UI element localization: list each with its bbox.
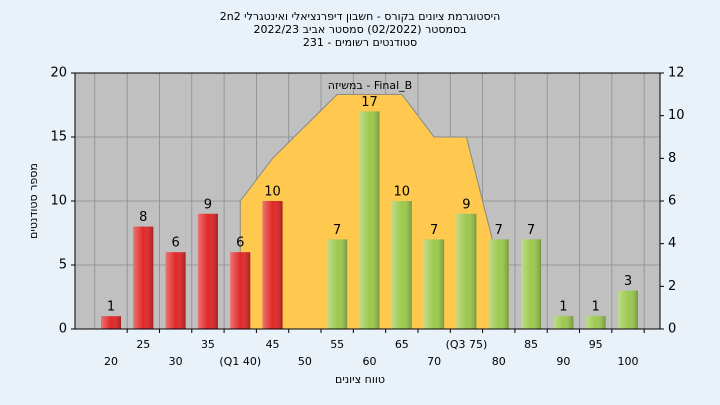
x-tick-label: 65 [395, 338, 409, 351]
chart-subtitle: סטודנטים רשומים - 231 [303, 36, 417, 49]
bar-shade [618, 290, 638, 329]
y2-tick-label: 10 [668, 108, 685, 123]
x-tick-label: 70 [427, 355, 441, 368]
data-label: 1 [559, 300, 567, 315]
bar-shade [521, 239, 542, 329]
y2-tick-label: 8 [668, 151, 676, 166]
y-tick-label: 0 [59, 322, 67, 337]
x-tick-label: 85 [524, 338, 538, 351]
bar-shade [359, 111, 380, 330]
x-tick-label: 95 [589, 338, 603, 351]
data-label: 10 [394, 185, 411, 200]
y-tick-label: 20 [50, 66, 67, 81]
data-label: 7 [430, 223, 438, 238]
bar-shade [327, 239, 348, 329]
bar-shade [585, 316, 606, 329]
x-tick-label: 30 [169, 355, 183, 368]
y-tick-label: 10 [50, 194, 67, 209]
y-tick-label: 5 [59, 258, 67, 273]
bar-shade [553, 316, 574, 329]
y-axis-label: מספר סטודנטים [27, 163, 40, 239]
x-tick-label: 55 [330, 338, 344, 351]
data-label: 1 [592, 300, 600, 315]
x-tick-label: (Q1 40) [219, 355, 261, 368]
bar-shade [488, 239, 509, 329]
x-axis-label: טווח ציונים [335, 373, 385, 386]
bar-shade [230, 252, 251, 329]
data-label: 7 [495, 223, 503, 238]
data-label: 6 [171, 236, 179, 251]
annotation: Final_B - במשיזה [328, 79, 412, 92]
data-label: 3 [624, 274, 632, 289]
y2-tick-label: 12 [668, 66, 685, 81]
data-label: 10 [264, 185, 281, 200]
bar-shade [391, 201, 412, 329]
y2-tick-label: 4 [668, 236, 676, 251]
x-tick-label: 60 [363, 355, 377, 368]
x-tick-label: 100 [618, 355, 639, 368]
bar-shade [165, 252, 186, 329]
bar-shade [456, 213, 477, 329]
x-tick-label: 50 [298, 355, 312, 368]
bar-shade [197, 213, 218, 329]
x-tick-label: 80 [492, 355, 506, 368]
x-tick-label: 25 [136, 338, 150, 351]
data-label: 9 [204, 197, 212, 212]
x-tick-label: 20 [104, 355, 118, 368]
x-tick-label: 90 [556, 355, 570, 368]
bar-shade [133, 226, 154, 329]
data-label: 6 [236, 236, 244, 251]
plot-border [74, 72, 661, 330]
data-label: 7 [333, 223, 341, 238]
y2-tick-label: 6 [668, 194, 676, 209]
bar-shade [101, 316, 121, 329]
x-tick-label: (Q3 75) [446, 338, 488, 351]
x-tick-label: 35 [201, 338, 215, 351]
y2-tick-label: 0 [668, 322, 676, 337]
y2-tick-label: 2 [668, 279, 676, 294]
x-tick-label: 45 [266, 338, 280, 351]
chart-title: היסטוגרמת ציונים בקורס - חשבון דיפרנציאל… [220, 10, 501, 23]
bar-shade [262, 201, 283, 329]
bar-shade [424, 239, 445, 329]
data-label: 7 [527, 223, 535, 238]
chart-subtitle: בסמסטר (02/2022) סמסטר אביב 2022/23 [253, 23, 466, 36]
data-label: 17 [361, 95, 378, 110]
data-label: 8 [139, 210, 147, 225]
y-tick-label: 15 [50, 130, 67, 145]
data-label: 1 [107, 300, 115, 315]
data-label: 9 [462, 197, 470, 212]
